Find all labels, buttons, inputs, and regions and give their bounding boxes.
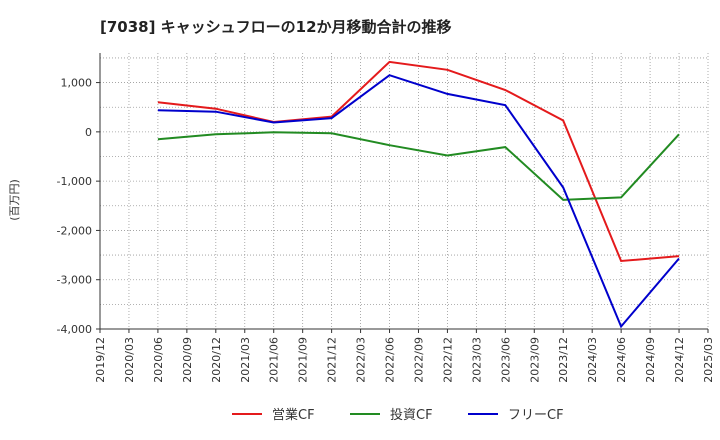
series-line-3 — [157, 74, 680, 329]
x-tick-label: 2024/03 — [586, 337, 599, 383]
x-tick-label: 2023/06 — [499, 337, 512, 383]
x-tick-label: 2020/03 — [123, 337, 136, 383]
series-line-2 — [157, 131, 680, 201]
legend-label-2: 投資CF — [390, 407, 433, 423]
x-tick-label: 2024/06 — [615, 337, 628, 383]
x-tick-label: 2022/06 — [384, 337, 397, 383]
y-tick-label: -1,000 — [57, 175, 92, 188]
legend-label-1: 営業CF — [272, 407, 315, 423]
x-tick-label: 2023/09 — [528, 337, 541, 383]
x-tick-label: 2025/03 — [702, 337, 715, 383]
x-tick-label: 2020/12 — [210, 337, 223, 383]
x-tick-label: 2022/03 — [355, 337, 368, 383]
x-tick-label: 2024/09 — [644, 337, 657, 383]
grid-lines — [99, 53, 709, 330]
plot-background — [100, 53, 708, 329]
x-tick-label: 2021/06 — [268, 337, 281, 383]
y-axis-label: (百万円) — [8, 179, 21, 221]
y-tick-label: 1,000 — [61, 77, 93, 90]
x-tick-label: 2023/03 — [470, 337, 483, 383]
x-tick-label: 2019/12 — [94, 337, 107, 383]
x-tick-label: 2021/03 — [239, 337, 252, 383]
x-tick-label: 2022/09 — [412, 337, 425, 383]
y-tick-label: 0 — [85, 126, 92, 139]
y-tick-label: -2,000 — [57, 224, 92, 237]
y-tick-label: -3,000 — [57, 274, 92, 287]
x-tick-label: 2021/09 — [297, 337, 310, 383]
x-tick-label: 2021/12 — [326, 337, 339, 383]
x-tick-label: 2023/12 — [557, 337, 570, 383]
series-lines — [157, 60, 680, 329]
y-tick-label: -4,000 — [57, 323, 92, 336]
x-tick-label: 2024/12 — [673, 337, 686, 383]
x-tick-label: 2020/06 — [152, 337, 165, 383]
chart-title: [7038] キャッシュフローの12か月移動合計の推移 — [100, 18, 452, 36]
legend: 営業CF 投資CF フリーCF — [232, 407, 564, 423]
series-line-1 — [157, 60, 680, 263]
plot-area — [100, 53, 708, 329]
legend-label-3: フリーCF — [508, 408, 564, 423]
x-tick-label: 2022/12 — [441, 337, 454, 383]
x-tick-label: 2020/09 — [181, 337, 194, 383]
